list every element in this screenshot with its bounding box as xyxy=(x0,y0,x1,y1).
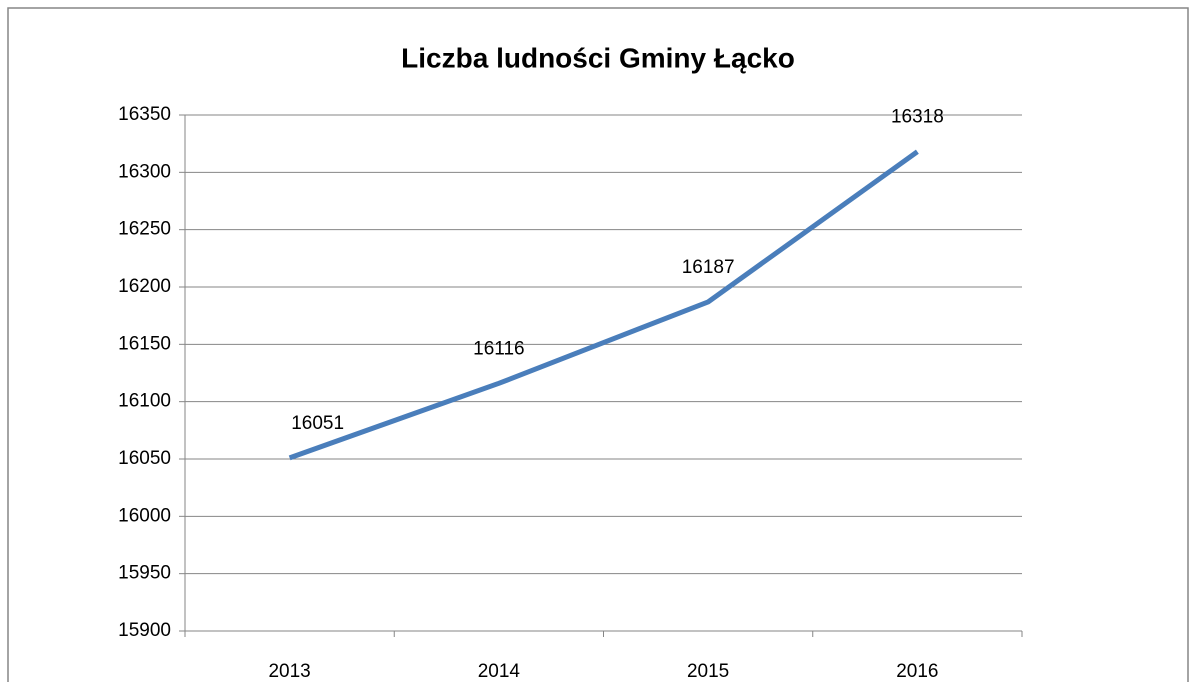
y-tick-label: 15950 xyxy=(118,563,171,584)
data-label: 16051 xyxy=(291,413,344,434)
y-tick-label: 16200 xyxy=(118,276,171,297)
line-series xyxy=(288,149,919,461)
data-label: 16187 xyxy=(682,257,735,278)
y-tick-label: 16300 xyxy=(118,161,171,182)
data-label: 16318 xyxy=(891,107,944,128)
y-tick-label: 16350 xyxy=(118,104,171,125)
y-tick-label: 16000 xyxy=(118,505,171,526)
y-tick-label: 16100 xyxy=(118,391,171,412)
x-tick-label: 2014 xyxy=(478,661,521,682)
x-tick-label: 2016 xyxy=(896,661,938,682)
y-tick-label: 15900 xyxy=(118,620,171,641)
x-tick-label: 2013 xyxy=(268,661,310,682)
data-label: 16116 xyxy=(473,338,524,359)
y-tick-label: 16050 xyxy=(118,448,171,469)
y-tick-label: 16250 xyxy=(118,219,171,240)
chart-title: Liczba ludności Gminy Łącko xyxy=(401,42,795,73)
y-tick-label: 16150 xyxy=(118,333,171,354)
x-tick-label: 2015 xyxy=(687,661,729,682)
